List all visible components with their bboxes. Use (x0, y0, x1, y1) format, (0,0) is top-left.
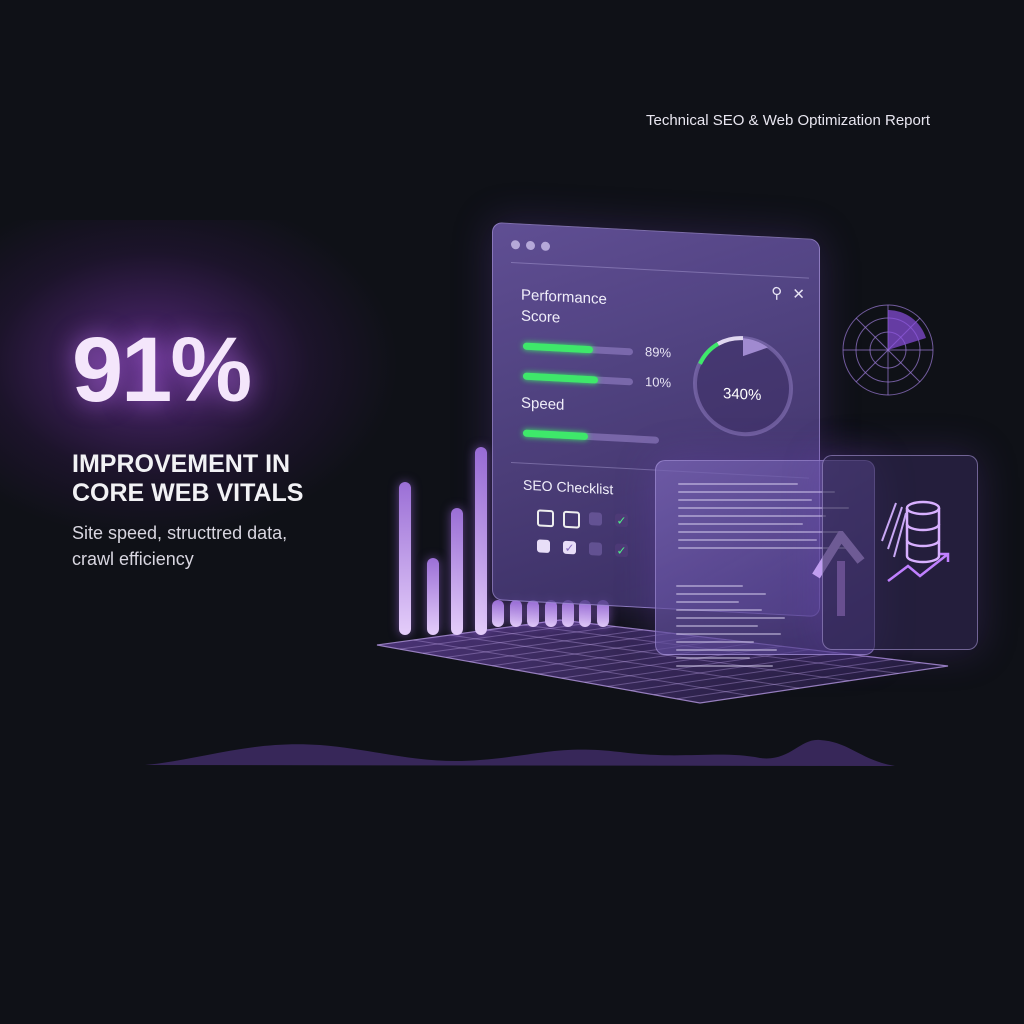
text-line (676, 585, 743, 587)
checkbox[interactable]: ✓ (615, 513, 628, 528)
divider (511, 261, 809, 279)
grid-line (630, 655, 865, 692)
text-line (676, 641, 754, 643)
text-line (678, 547, 854, 549)
window-controls: ⚲ ✕ (771, 284, 805, 304)
grid-line (469, 632, 671, 663)
progress-value-1: 89% (645, 344, 672, 361)
checkbox[interactable] (537, 509, 554, 528)
decor-bar (562, 600, 574, 627)
text-line (676, 657, 750, 659)
text-line (676, 609, 762, 611)
checkbox[interactable] (563, 510, 580, 529)
text-line (678, 507, 849, 509)
label-line: Performance (521, 286, 607, 309)
checkbox[interactable] (589, 512, 602, 526)
radar-widget (842, 304, 934, 396)
grid-line (446, 629, 644, 658)
text-line (676, 625, 758, 627)
decor-bar (399, 482, 411, 635)
checkbox[interactable]: ✓ (563, 540, 576, 555)
grid-line (584, 649, 810, 683)
decor-bar (527, 600, 539, 627)
text-line (676, 649, 777, 651)
text-line (678, 531, 840, 533)
decor-bar (579, 600, 591, 627)
hero-glow (0, 220, 400, 540)
data-lines-icon (881, 502, 907, 558)
progress-fill (523, 342, 594, 354)
progress-value-2: 10% (645, 374, 672, 391)
text-line (678, 515, 826, 517)
grid-line (486, 629, 849, 682)
decor-svg (145, 304, 949, 771)
decor-bar (492, 600, 504, 627)
text-line (678, 499, 812, 501)
headline-line: IMPROVEMENT IN (72, 450, 291, 478)
speed-bar (523, 429, 659, 444)
gauge-value: 340% (723, 385, 762, 405)
decor-bar (510, 600, 522, 627)
decor-bar (545, 600, 557, 627)
grid-line (400, 622, 588, 650)
database-panel (822, 455, 978, 650)
hero-subtitle: Site speed, structtred data, crawl effic… (72, 520, 287, 572)
report-title: Technical SEO & Web Optimization Report (646, 112, 931, 129)
decor-bar (597, 600, 609, 627)
headline-line: CORE WEB VITALS (72, 479, 304, 507)
decor-bar (451, 508, 463, 635)
text-line (676, 633, 781, 635)
hero-stat: 91% (72, 319, 252, 421)
text-line (676, 617, 785, 619)
grid-line (653, 658, 893, 696)
grid-line (607, 652, 838, 687)
dashboard-window: ⚲ ✕ Performance Score 89% 10% Speed 340%… (492, 222, 820, 618)
decor-bar (427, 558, 439, 635)
hero-headline: IMPROVEMENT IN CORE WEB VITALS (72, 450, 303, 508)
subtitle-line: crawl efficiency (72, 549, 194, 569)
text-line (676, 665, 773, 667)
gauge (693, 336, 793, 437)
speed-label: Speed (521, 394, 565, 414)
text-line (676, 593, 766, 595)
progress-fill (523, 372, 598, 384)
grid-line (450, 634, 800, 689)
text-line (678, 491, 835, 493)
text-line (678, 539, 817, 541)
text-line (678, 483, 798, 485)
progress-bar-2 (523, 372, 633, 386)
grid-line (413, 639, 750, 697)
grid-line (676, 662, 921, 700)
checkbox[interactable]: ✓ (615, 543, 628, 558)
grid-line (423, 626, 616, 654)
subtitle-line: Site speed, structtred data, (72, 523, 288, 543)
close-icon[interactable]: ✕ (792, 285, 805, 304)
wave-area (145, 739, 895, 766)
checklist-title: SEO Checklist (523, 476, 614, 498)
floor-grid (376, 619, 949, 704)
checkbox[interactable] (589, 542, 602, 556)
label-line: Score (521, 307, 561, 327)
checkbox[interactable] (537, 539, 550, 554)
database-icon (887, 500, 950, 582)
window-dots (511, 239, 550, 252)
text-line (678, 523, 803, 525)
progress-bar-1 (523, 342, 633, 356)
performance-label: Performance Score (521, 287, 607, 330)
decor-bar (475, 447, 487, 635)
text-line (676, 601, 739, 603)
search-icon[interactable]: ⚲ (771, 284, 783, 303)
progress-fill (523, 429, 589, 441)
